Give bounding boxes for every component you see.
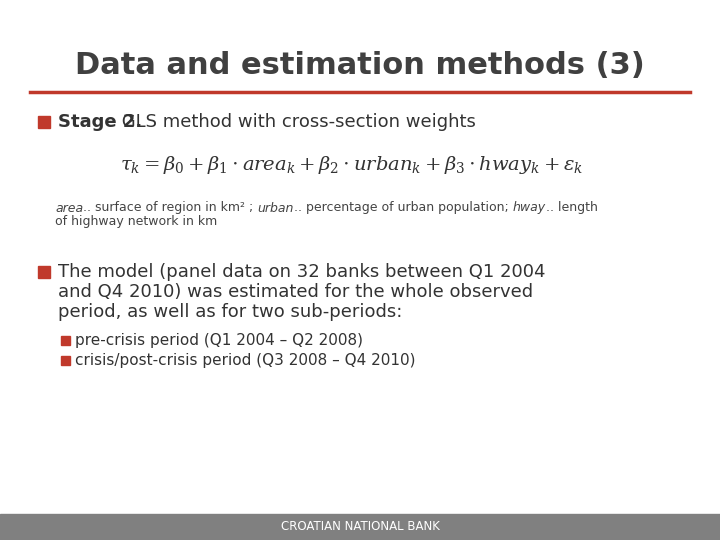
Text: crisis/post-crisis period (Q3 2008 – Q4 2010): crisis/post-crisis period (Q3 2008 – Q4 … — [75, 353, 415, 368]
Bar — [0, 514, 720, 540]
Text: and Q4 2010) was estimated for the whole observed: and Q4 2010) was estimated for the whole… — [58, 283, 533, 301]
Text: CROATIAN NATIONAL BANK: CROATIAN NATIONAL BANK — [281, 521, 439, 534]
Text: .. percentage of urban population;: .. percentage of urban population; — [294, 201, 513, 214]
Text: Stage 2.: Stage 2. — [58, 113, 143, 131]
Text: pre-crisis period (Q1 2004 – Q2 2008): pre-crisis period (Q1 2004 – Q2 2008) — [75, 333, 363, 348]
Text: .. surface of region in km² ;: .. surface of region in km² ; — [83, 201, 257, 214]
Bar — [38, 116, 50, 128]
Text: of highway network in km: of highway network in km — [55, 215, 217, 228]
Text: $\tau_k = \beta_0 + \beta_1 \cdot area_k + \beta_2 \cdot urban_k + \beta_3 \cdot: $\tau_k = \beta_0 + \beta_1 \cdot area_k… — [120, 154, 583, 176]
Text: area: area — [55, 201, 83, 214]
Text: period, as well as for two sub-periods:: period, as well as for two sub-periods: — [58, 303, 402, 321]
Text: Data and estimation methods (3): Data and estimation methods (3) — [75, 51, 645, 79]
Bar — [38, 266, 50, 278]
Text: GLS method with cross-section weights: GLS method with cross-section weights — [116, 113, 476, 131]
Text: urban: urban — [257, 201, 294, 214]
Text: The model (panel data on 32 banks between Q1 2004: The model (panel data on 32 banks betwee… — [58, 263, 546, 281]
Text: .. length: .. length — [546, 201, 598, 214]
Text: hway: hway — [513, 201, 546, 214]
Bar — [61, 336, 70, 345]
Bar — [61, 356, 70, 365]
